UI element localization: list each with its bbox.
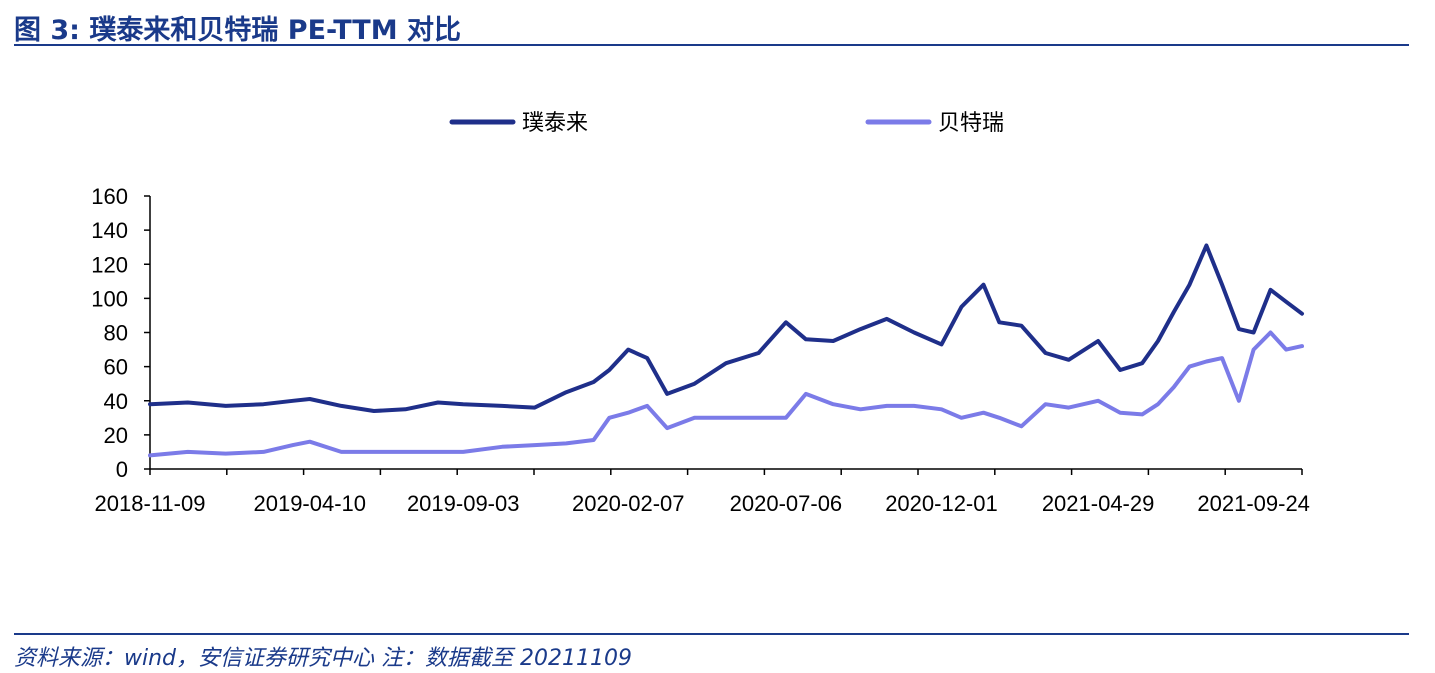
axes: 0 20 40 60 80 100 120 140 160 2018-11-09 2019-04-1… <box>91 184 1310 516</box>
y-tick-label: 140 <box>91 218 128 243</box>
legend: 璞泰来 贝特瑞 <box>449 111 1004 136</box>
x-tick-label: 2020-07-06 <box>730 491 843 516</box>
x-tick-label: 2020-12-01 <box>885 491 998 516</box>
title-rule <box>14 44 1409 46</box>
y-tick-label: 100 <box>91 286 128 311</box>
source-rule <box>14 633 1409 635</box>
series-layer <box>148 243 1304 458</box>
y-tick-label: 20 <box>104 423 128 448</box>
series-line-1 <box>148 243 1304 413</box>
y-tick-label: 60 <box>104 355 128 380</box>
y-tick-label: 80 <box>104 321 128 346</box>
legend-label-1: 璞泰来 <box>522 111 588 136</box>
source-note: 资料来源：wind，安信证券研究中心 注：数据截至 20211109 <box>14 646 632 671</box>
x-tick-label: 2018-11-09 <box>95 491 206 516</box>
y-tick-label: 160 <box>91 184 128 209</box>
x-tick-label: 2021-04-29 <box>1042 491 1155 516</box>
y-tick-label: 120 <box>91 252 128 277</box>
legend-label-2: 贝特瑞 <box>938 111 1004 136</box>
y-tick-label: 0 <box>116 457 128 482</box>
y-tick-label: 40 <box>104 389 128 414</box>
x-tick-label: 2021-09-24 <box>1197 491 1310 516</box>
x-tick-label: 2019-04-10 <box>253 491 366 516</box>
series-line-2 <box>148 330 1304 458</box>
x-tick-label: 2020-02-07 <box>572 491 685 516</box>
figure-title: 图 3: 璞泰来和贝特瑞 PE-TTM 对比 <box>14 15 461 46</box>
x-tick-label: 2019-09-03 <box>407 491 520 516</box>
